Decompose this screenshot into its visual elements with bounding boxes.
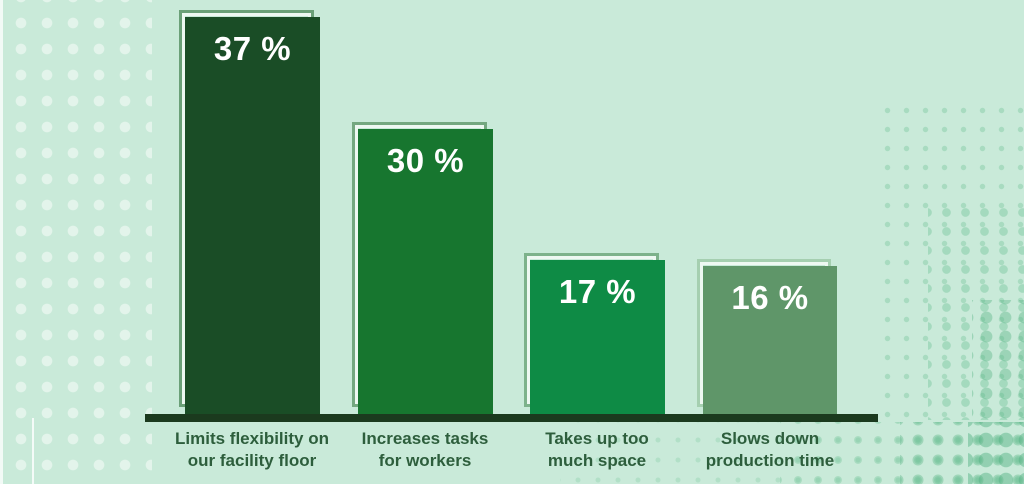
category-label-line: for workers [378,451,472,470]
bar-slows-production: 16 % [703,266,837,414]
left-edge-highlight [0,0,3,484]
bar-value-label: 30 % [386,142,465,179]
dot-pattern-right [928,200,1024,420]
bar-value-label: 17 % [558,273,637,310]
dot-pattern-bottom [900,422,1024,484]
category-label-line: our facility floor [187,451,317,470]
dot-pattern-right [874,95,1024,420]
category-label-line: production time [705,451,835,470]
category-label-line: Increases tasks [361,429,489,448]
bar-value-label: 16 % [731,279,809,316]
dot-pattern-bottom [968,422,1024,484]
category-label: Takes up too much space [492,428,702,472]
category-label: Limits flexibility on our facility floor [147,428,357,472]
bar-value-label: 37 % [213,30,292,67]
dot-pattern-right [972,300,1024,420]
category-label-line: Limits flexibility on [175,429,329,448]
category-label: Slows down production time [665,428,875,472]
category-label-line: Slows down [720,429,820,448]
x-axis-line [145,414,878,422]
bar-limits-flexibility: 37 % [185,17,320,414]
bar-takes-space: 17 % [530,260,665,414]
category-label: Increases tasks for workers [320,428,530,472]
category-label-line: Takes up too [545,429,649,448]
background-seam [32,418,34,484]
dot-pattern-left [2,0,152,484]
bar-increases-tasks: 30 % [358,129,493,414]
category-label-line: much space [547,451,647,470]
